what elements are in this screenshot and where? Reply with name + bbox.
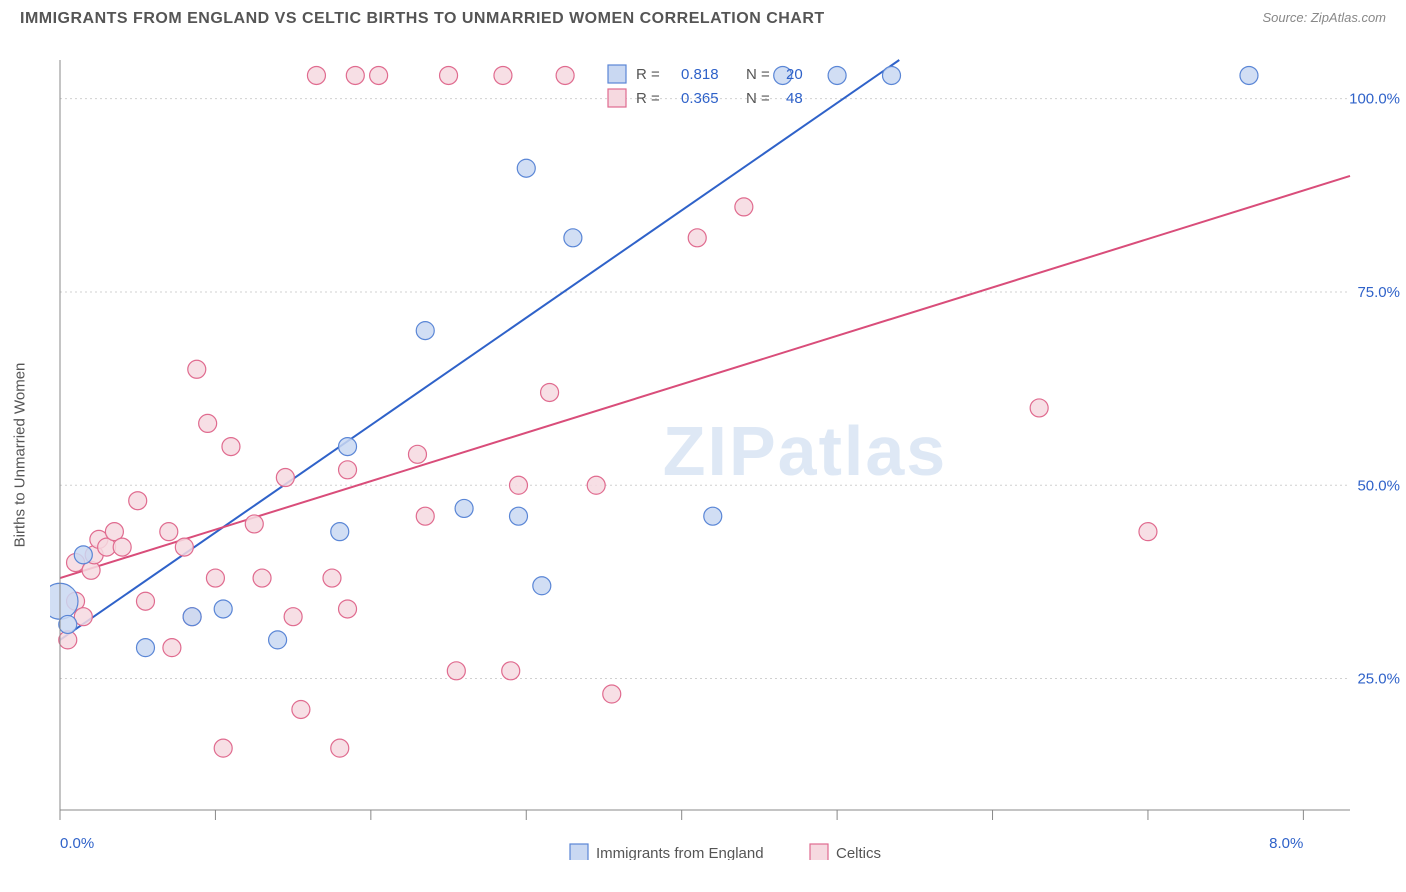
data-point: [509, 507, 527, 525]
data-point: [541, 383, 559, 401]
data-point: [222, 438, 240, 456]
data-point: [408, 445, 426, 463]
data-point: [245, 515, 263, 533]
legend-swatch: [608, 65, 626, 83]
legend-r-label: R =: [636, 90, 660, 107]
data-point: [346, 66, 364, 84]
legend-swatch: [810, 844, 828, 860]
data-point: [183, 608, 201, 626]
legend-r-value: 0.365: [681, 90, 719, 107]
x-max-label: 8.0%: [1269, 835, 1303, 852]
legend-swatch: [608, 89, 626, 107]
data-point: [199, 414, 217, 432]
data-point: [502, 662, 520, 680]
data-point: [455, 499, 473, 517]
data-point: [339, 600, 357, 618]
data-point: [370, 66, 388, 84]
data-point: [129, 492, 147, 510]
data-point: [307, 66, 325, 84]
data-point: [292, 700, 310, 718]
data-point: [188, 360, 206, 378]
legend-swatch: [570, 844, 588, 860]
data-point: [587, 476, 605, 494]
data-point: [339, 438, 357, 456]
y-tick-label: 75.0%: [1357, 284, 1400, 301]
data-point: [59, 615, 77, 633]
data-point: [533, 577, 551, 595]
bottom-legend: Immigrants from England Celtics: [570, 844, 881, 860]
data-point: [688, 229, 706, 247]
data-point: [206, 569, 224, 587]
chart-source: Source: ZipAtlas.com: [1262, 10, 1386, 25]
data-point: [603, 685, 621, 703]
legend-r-label: R =: [636, 66, 660, 83]
data-point: [113, 538, 131, 556]
data-point: [160, 523, 178, 541]
legend-r-value: 0.818: [681, 66, 719, 83]
y-tick-label: 100.0%: [1349, 91, 1400, 108]
data-point: [416, 322, 434, 340]
data-point: [136, 592, 154, 610]
y-tick-label: 25.0%: [1357, 671, 1400, 688]
legend-n-label: N =: [746, 66, 770, 83]
chart-title: IMMIGRANTS FROM ENGLAND VS CELTIC BIRTHS…: [20, 10, 825, 28]
data-point: [175, 538, 193, 556]
data-point: [269, 631, 287, 649]
data-point: [1030, 399, 1048, 417]
data-point: [136, 639, 154, 657]
data-point: [735, 198, 753, 216]
data-point: [284, 608, 302, 626]
data-point: [331, 523, 349, 541]
data-point: [517, 159, 535, 177]
data-point: [214, 600, 232, 618]
data-point: [253, 569, 271, 587]
data-point: [704, 507, 722, 525]
data-point: [323, 569, 341, 587]
data-point: [163, 639, 181, 657]
data-point: [556, 66, 574, 84]
data-point: [494, 66, 512, 84]
data-point: [509, 476, 527, 494]
data-point: [883, 66, 901, 84]
data-point: [447, 662, 465, 680]
data-point: [331, 739, 349, 757]
data-point: [276, 469, 294, 487]
data-point: [214, 739, 232, 757]
data-point: [74, 546, 92, 564]
legend-series-label: Celtics: [836, 845, 881, 860]
y-axis-label: Births to Unmarried Women: [12, 363, 29, 548]
legend-n-value: 48: [786, 90, 803, 107]
correlation-scatter-chart: 25.0% 50.0% 75.0% 100.0% ZIPatlas 0.0% 8.0% R =…: [50, 50, 1406, 860]
legend-n-value: 20: [786, 66, 803, 83]
legend-series-label: Immigrants from England: [596, 845, 764, 860]
data-point: [1240, 66, 1258, 84]
y-tick-label: 50.0%: [1357, 477, 1400, 494]
data-point: [416, 507, 434, 525]
chart-header: IMMIGRANTS FROM ENGLAND VS CELTIC BIRTHS…: [0, 0, 1406, 50]
data-point: [828, 66, 846, 84]
legend-n-label: N =: [746, 90, 770, 107]
watermark: ZIPatlas: [663, 412, 947, 490]
x-min-label: 0.0%: [60, 835, 94, 852]
data-point: [50, 583, 78, 619]
data-point: [440, 66, 458, 84]
data-point: [1139, 523, 1157, 541]
data-point: [564, 229, 582, 247]
chart-container: Births to Unmarried Women 25.0%50.0%75.0…: [50, 50, 1406, 860]
data-point: [339, 461, 357, 479]
